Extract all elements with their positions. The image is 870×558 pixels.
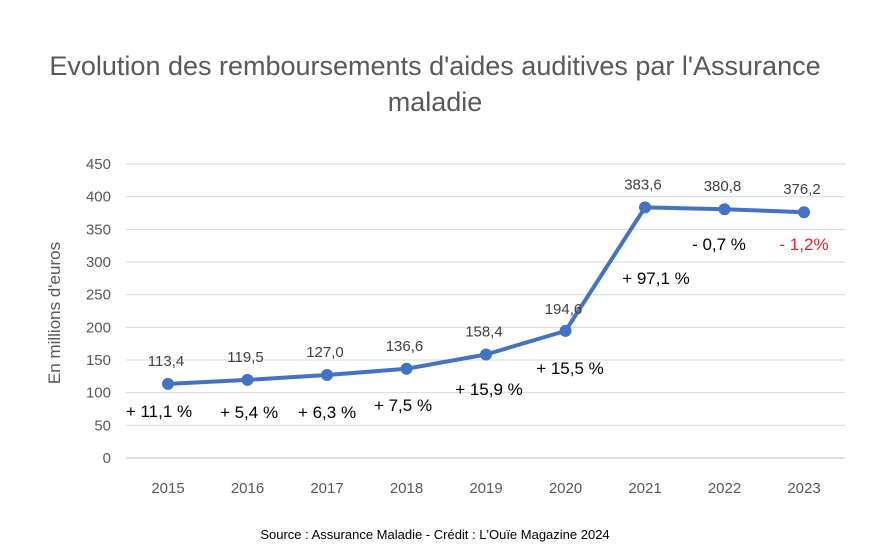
x-tick-label: 2016 (231, 480, 264, 497)
percent-annotation: + 6,3 % (298, 403, 356, 422)
percent-annotation: + 97,1 % (622, 269, 690, 288)
data-point (559, 324, 572, 337)
data-label: 194,6 (545, 301, 583, 318)
percent-annotation: - 1,2% (779, 235, 828, 254)
y-tick-label: 450 (86, 156, 111, 173)
x-tick-labels: 2015 2016 2017 2018 2019 2020 2021 2022 2023 (151, 480, 820, 497)
data-label: 113,4 (148, 353, 184, 370)
y-tick-label: 300 (86, 254, 111, 271)
x-tick-label: 2020 (549, 480, 582, 497)
data-points (162, 201, 810, 390)
x-tick-label: 2018 (390, 480, 423, 497)
percent-annotation: + 7,5 % (374, 396, 432, 415)
y-tick-label: 200 (86, 319, 111, 336)
percent-annotation: + 5,4 % (220, 403, 278, 422)
percent-annotation: + 15,9 % (455, 380, 523, 399)
data-point (798, 206, 810, 219)
y-tick-label: 0 (103, 450, 111, 467)
data-label: 119,5 (227, 349, 263, 366)
data-label: 376,2 (783, 181, 821, 198)
percent-annotation: - 0,7 % (692, 235, 746, 254)
y-tick-label: 150 (86, 352, 111, 369)
data-point (639, 201, 651, 214)
y-tick-label: 400 (86, 189, 111, 206)
data-point (480, 348, 492, 361)
data-label: 127,0 (306, 344, 344, 361)
chart-title: Evolution des remboursements d'aides aud… (49, 51, 821, 117)
data-point (162, 377, 174, 390)
data-point (241, 373, 254, 386)
x-tick-label: 2015 (151, 480, 184, 497)
percent-annotations: + 11,1 % + 5,4 % + 6,3 % + 7,5 % + 15,9 % + 1… (126, 235, 829, 422)
x-tick-label: 2022 (708, 480, 741, 497)
y-tick-label: 50 (94, 417, 111, 434)
data-label: 380,8 (704, 178, 742, 195)
gridlines (126, 163, 845, 459)
percent-annotation: + 15,5 % (536, 359, 604, 378)
data-label: 136,6 (386, 338, 424, 355)
data-label: 158,4 (465, 324, 503, 341)
data-label: 383,6 (624, 176, 662, 193)
y-tick-label: 100 (86, 385, 111, 402)
data-point (718, 203, 731, 216)
percent-annotation: + 11,1 % (126, 402, 192, 421)
x-tick-label: 2017 (310, 480, 343, 497)
data-point (400, 362, 413, 375)
y-tick-labels: 0 50 100 150 200 250 300 350 400 450 (86, 156, 111, 467)
source-caption: Source : Assurance Maladie - Crédit : L'… (260, 527, 610, 542)
y-axis-label: En millions d'euros (45, 242, 64, 384)
y-tick-label: 250 (86, 287, 111, 304)
x-tick-label: 2019 (469, 480, 502, 497)
data-labels: 113,4 119,5 127,0 136,6 158,4 194,6 383,6 380,8… (148, 176, 821, 370)
y-tick-label: 350 (86, 221, 111, 238)
line-chart: 0 50 100 150 200 250 300 350 400 450 2015 2016 2017… (45, 156, 845, 497)
x-tick-label: 2023 (787, 480, 820, 497)
x-tick-label: 2021 (628, 480, 661, 497)
data-point (321, 369, 333, 382)
